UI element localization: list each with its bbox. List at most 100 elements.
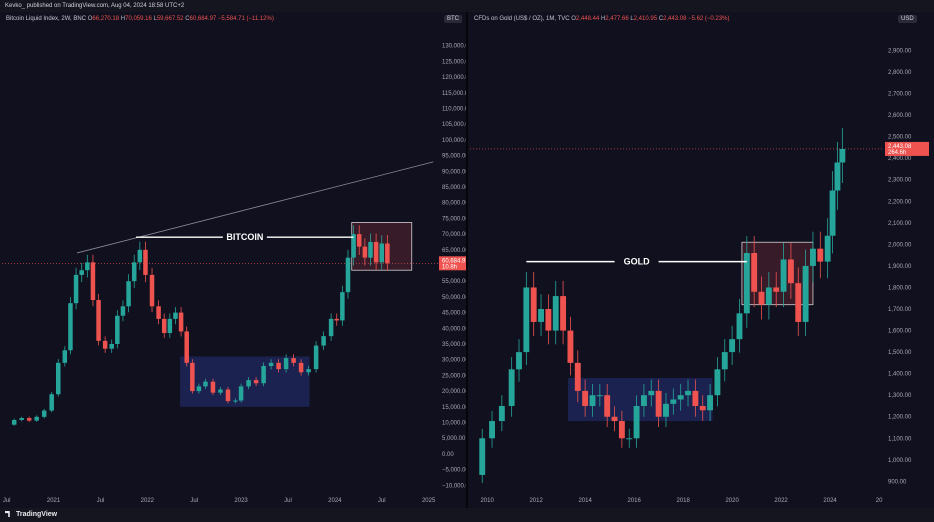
- candle-body: [238, 386, 244, 401]
- tradingview-logo[interactable]: TradingView: [5, 511, 57, 518]
- y-tick-label: 20,000.00: [442, 389, 466, 395]
- candle-body: [721, 352, 728, 370]
- candle-body: [498, 405, 505, 422]
- candle-body: [736, 313, 743, 340]
- y-tick-label: 65,000.00: [442, 248, 466, 254]
- candle-body: [596, 395, 603, 397]
- x-tick-label: 2024: [823, 498, 837, 504]
- y-tick-label: 1,800.00: [888, 285, 912, 291]
- candle-body: [834, 162, 841, 191]
- y-tick-label: 95,000.00: [442, 154, 466, 160]
- candle-body: [373, 241, 379, 263]
- candle-body: [102, 340, 108, 349]
- bitcoin-chart-svg[interactable]: 130,000.00 125,000.00 120,000.00 115,000.00…: [0, 12, 466, 508]
- candle-body: [489, 421, 495, 439]
- panel-divider[interactable]: [466, 12, 468, 508]
- y-tick-label: 130,000.00: [442, 44, 466, 50]
- y-tick-label: 35,000.00: [442, 342, 466, 348]
- candle-body: [137, 249, 143, 263]
- x-tick-label: Jul: [284, 498, 292, 504]
- y-tick-label: 30,000.00: [442, 358, 466, 364]
- gold-chart-panel[interactable]: 2,900.00 2,800.00 2,700.00 2,600.00 2,500.00…: [468, 12, 934, 508]
- bitcoin-legend-high: H: [120, 16, 126, 22]
- candle-body: [538, 309, 544, 322]
- candle-body: [19, 418, 24, 420]
- footer-bar: TradingView: [0, 508, 934, 522]
- x-tick-label: 2023: [234, 498, 248, 504]
- candle-body: [233, 400, 238, 402]
- candle-body: [648, 390, 655, 396]
- candle-body: [334, 318, 339, 321]
- gold-legend-open-value: 2,448.44: [575, 16, 600, 22]
- y-tick-label: 120,000.00: [442, 75, 466, 81]
- candle-body: [178, 312, 184, 332]
- gold-legend-open: O: [571, 16, 576, 22]
- candle-body: [368, 241, 373, 258]
- y-tick-label: 55,000.00: [442, 279, 466, 285]
- y-tick-label: 2,900.00: [888, 48, 912, 54]
- candle-body: [589, 395, 596, 406]
- y-tick-label: 1,300.00: [888, 393, 912, 399]
- price-tag-value: 60,684.97: [442, 258, 466, 264]
- candle-body: [115, 315, 120, 344]
- candle-body: [780, 259, 787, 292]
- bitcoin-legend-title: Bitcoin Liquid Index, 2W, BNC: [6, 16, 87, 22]
- candle-body: [362, 246, 368, 258]
- x-tick-label: 2022: [774, 498, 788, 504]
- y-tick-label: 5,000.00: [442, 436, 466, 442]
- candle-body: [787, 259, 794, 284]
- candle-body: [49, 394, 54, 411]
- candle-body: [479, 438, 486, 475]
- candle-body: [298, 362, 304, 373]
- bitcoin-legend-low: L: [153, 16, 157, 22]
- candle-body: [523, 287, 530, 353]
- price-tag-box: [885, 141, 929, 156]
- candle-body: [253, 380, 259, 384]
- gold-chart-svg[interactable]: 2,900.00 2,800.00 2,700.00 2,600.00 2,500.00…: [468, 12, 934, 508]
- candle-body: [79, 270, 84, 275]
- y-tick-label: 2,000.00: [888, 242, 912, 248]
- price-tag-countdown: 264.6h: [888, 150, 906, 156]
- candle-body: [802, 265, 809, 322]
- candle-body: [120, 306, 126, 316]
- y-tick-label: 15,000.00: [442, 405, 466, 411]
- bitcoin-currency-tag[interactable]: BTC: [444, 15, 462, 23]
- y-tick-label: 2,400.00: [888, 156, 912, 162]
- candle-body: [633, 405, 640, 439]
- candle-body: [210, 381, 216, 393]
- publish-line: Kevko_ published on TradingView.com, Aug…: [5, 3, 185, 9]
- candle-body: [203, 381, 208, 387]
- y-tick-label: 1,500.00: [888, 350, 912, 356]
- candle-body: [196, 386, 202, 392]
- candle-body: [85, 262, 90, 271]
- candle-body: [729, 339, 736, 353]
- y-tick-label: 1,600.00: [888, 329, 912, 335]
- x-tick-label: 2012: [529, 498, 543, 504]
- candle-body: [618, 421, 625, 439]
- candle-body: [351, 234, 356, 258]
- gold-legend-low: L: [630, 16, 634, 22]
- gold-legend-low-value: 2,410.95: [633, 16, 658, 22]
- y-tick-label: 1,700.00: [888, 307, 912, 313]
- candle-body: [261, 365, 266, 384]
- candle-body: [640, 395, 647, 406]
- candle-body: [73, 274, 79, 304]
- gold-currency-tag[interactable]: USD: [898, 15, 917, 23]
- candle-body: [291, 358, 296, 363]
- candle-body: [379, 243, 384, 263]
- candle-body: [161, 318, 167, 334]
- bitcoin-legend-open-value: 66,270.18: [92, 16, 120, 22]
- gold-legend-close: C: [658, 16, 664, 22]
- x-tick-label: Jul: [190, 498, 198, 504]
- y-tick-label: 40,000.00: [442, 326, 466, 332]
- candle-body: [321, 336, 326, 346]
- y-tick-label: 125,000.00: [442, 59, 466, 65]
- y-tick-label: 2,800.00: [888, 70, 912, 76]
- x-tick-label: 2016: [627, 498, 641, 504]
- x-tick-label: Jul: [378, 498, 386, 504]
- y-tick-label: 2,100.00: [888, 221, 912, 227]
- candle-body: [345, 257, 351, 293]
- candle-body: [663, 403, 669, 417]
- bitcoin-chart-panel[interactable]: 130,000.00 125,000.00 120,000.00 115,000.00…: [0, 12, 466, 508]
- tradingview-logo-icon: [5, 511, 10, 517]
